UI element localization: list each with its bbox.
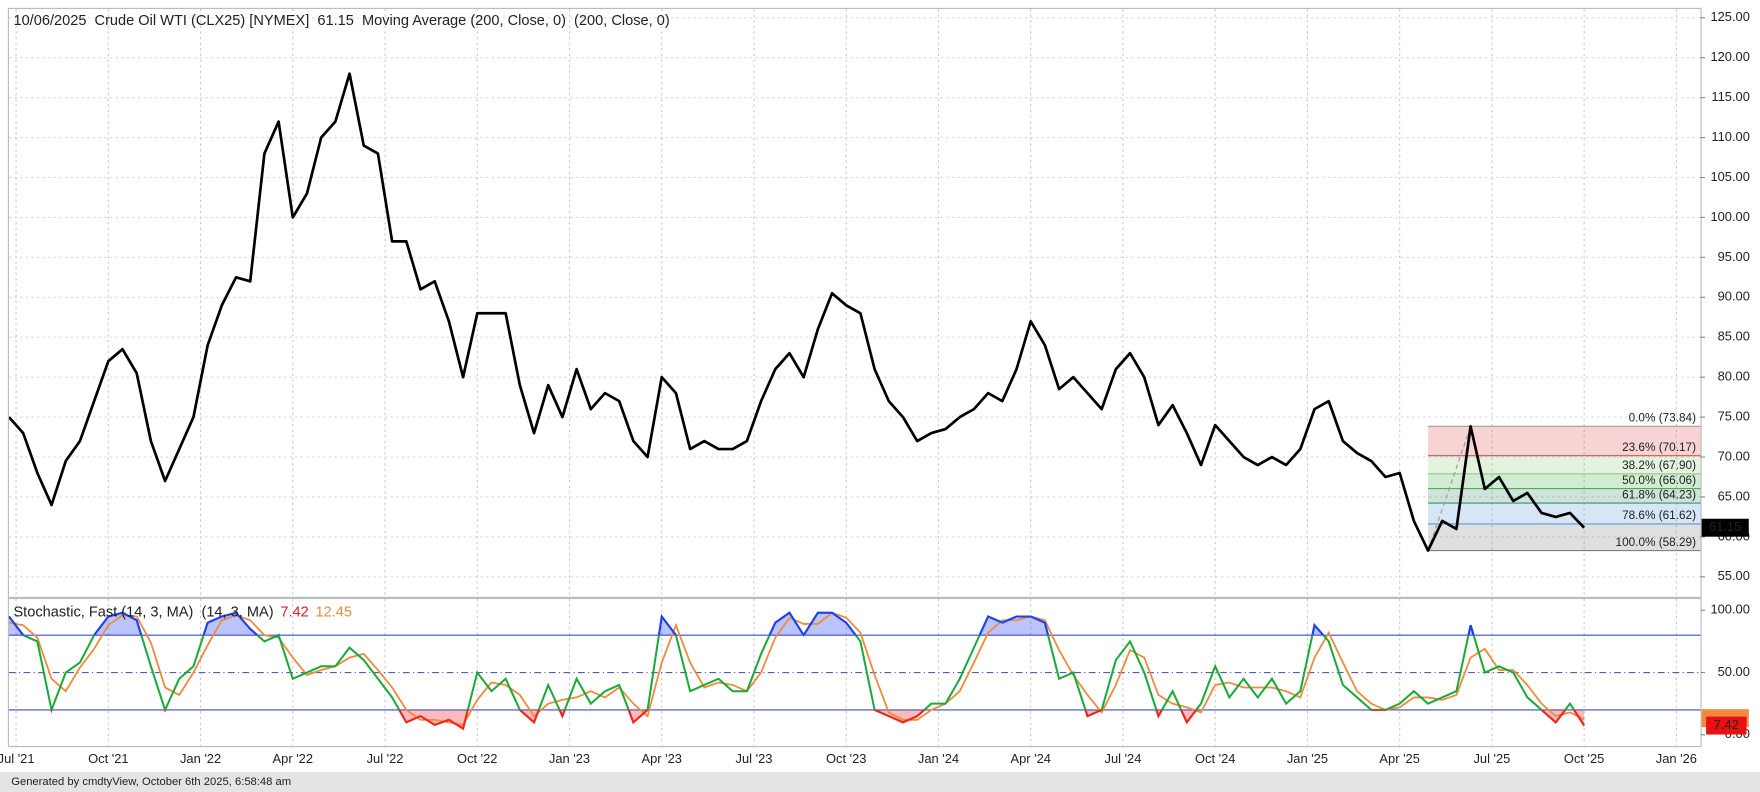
chart-title: 10/06/2025 Crude Oil WTI (CLX25) [NYMEX]… — [13, 13, 669, 29]
k-last-box-label: 7.42 — [1714, 717, 1739, 732]
fib-label: 50.0% (66.06) — [1622, 474, 1696, 487]
x-tick-label: Jan '23 — [549, 751, 590, 766]
y-tick-label: 90.00 — [1718, 289, 1750, 304]
x-tick-label: Jul '23 — [736, 751, 773, 766]
y-tick-label: 125.00 — [1710, 9, 1749, 24]
x-tick-label: Apr '24 — [1010, 751, 1050, 766]
x-tick-label: Oct '24 — [1195, 751, 1235, 766]
x-tick-label: Jul '21 — [0, 751, 35, 766]
y-tick-label: 50.00 — [1718, 664, 1750, 679]
fib-label: 0.0% (73.84) — [1629, 412, 1696, 425]
k-line-overbought — [8, 611, 1475, 636]
y-tick-label: 115.00 — [1711, 89, 1749, 104]
fib-label: 100.0% (58.29) — [1616, 536, 1697, 549]
y-tick-label: 105.00 — [1710, 169, 1749, 184]
x-tick-label: Oct '23 — [826, 751, 866, 766]
y-tick-label: 70.00 — [1718, 448, 1750, 463]
y-tick-label: 120.00 — [1710, 49, 1749, 64]
fib-label: 38.2% (67.90) — [1622, 459, 1696, 472]
x-tick-label: Jul '24 — [1105, 751, 1142, 766]
stoch-title: Stochastic, Fast (14, 3, MA) (14, 3, MA)… — [13, 604, 351, 620]
fib-label: 61.8% (64.23) — [1622, 488, 1696, 501]
last-price-box — [1701, 518, 1749, 537]
y-tick-label: 75.00 — [1718, 409, 1750, 424]
fib-band — [1428, 488, 1701, 504]
y-tick-label: 95.00 — [1718, 249, 1750, 264]
fib-trend — [1427, 426, 1472, 551]
y-tick-label: 110.00 — [1711, 129, 1749, 144]
x-tick-label: Jan '26 — [1656, 751, 1697, 766]
y-tick-label: 80.00 — [1718, 369, 1750, 384]
y-tick-label: 55.00 — [1718, 568, 1750, 583]
x-tick-label: Oct '21 — [88, 751, 128, 766]
fib-label: 23.6% (70.17) — [1622, 441, 1696, 454]
y-tick-label: 100.00 — [1710, 602, 1749, 617]
x-tick-label: Jan '24 — [918, 751, 959, 766]
x-tick-label: Jan '22 — [180, 751, 221, 766]
x-tick-label: Jan '25 — [1287, 751, 1328, 766]
footer: Generated by cmdtyView, October 6th 2025… — [11, 776, 291, 788]
x-tick-label: Oct '25 — [1564, 751, 1604, 766]
fib-band — [1428, 455, 1701, 474]
stoch-title-text: Stochastic, Fast (14, 3, MA) (14, 3, MA) — [13, 604, 273, 620]
fib-band — [1428, 523, 1701, 551]
x-tick-label: Apr '25 — [1379, 751, 1419, 766]
x-tick-label: Apr '22 — [273, 751, 313, 766]
k-last-box — [1706, 716, 1747, 735]
d-line — [8, 611, 1585, 726]
x-tick-label: Oct '22 — [457, 751, 497, 766]
last-price-label: 61.15 — [1709, 519, 1741, 534]
y-tick-label: 100.00 — [1710, 209, 1749, 224]
fib-band — [1428, 473, 1701, 489]
x-tick-label: Jul '22 — [367, 751, 404, 766]
x-tick-label: Apr '23 — [642, 751, 682, 766]
d-last-label: 12.45 — [315, 604, 351, 620]
price-line — [8, 72, 1586, 552]
y-tick-label: 65.00 — [1718, 488, 1750, 503]
footer-bar — [0, 771, 1760, 792]
plot-layer: Jul '21 Oct '21 Jan '22 Apr '22 Jul '22 Oct '… — [0, 8, 1750, 766]
price-panel-frame — [7, 7, 1702, 598]
k-last-label: 7.42 — [280, 604, 308, 620]
x-tick-label: Jul '25 — [1473, 751, 1510, 766]
fib-label: 78.6% (61.62) — [1622, 509, 1696, 522]
y-tick-label: 85.00 — [1718, 329, 1750, 344]
